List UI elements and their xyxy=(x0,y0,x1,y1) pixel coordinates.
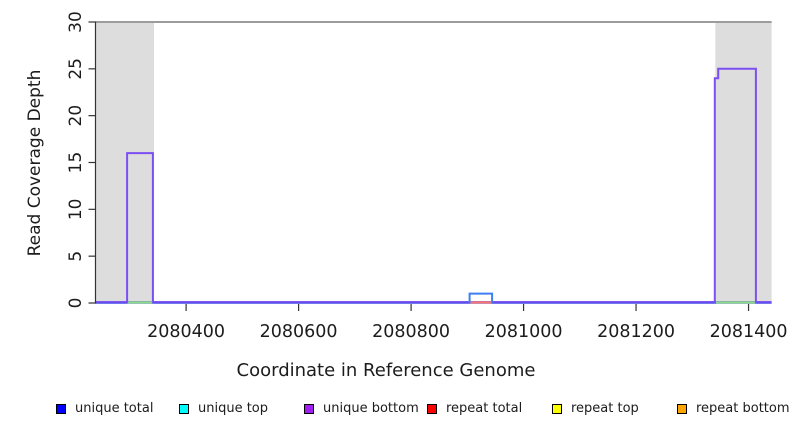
x-tick-label: 2081200 xyxy=(597,322,675,342)
y-tick-label: 0 xyxy=(66,298,86,309)
y-tick-label: 30 xyxy=(66,11,86,33)
legend-item-unique-top: unique top xyxy=(179,399,268,419)
y-tick-label: 15 xyxy=(66,152,86,174)
y-axis-title: Read Coverage Depth xyxy=(25,69,45,257)
x-tick-label: 2080400 xyxy=(147,322,225,342)
legend-label: unique bottom xyxy=(323,401,419,416)
legend-swatch-unique-total xyxy=(56,404,66,414)
x-tick-label: 2081400 xyxy=(710,322,788,342)
coverage-step-unique-bottom xyxy=(713,67,757,303)
x-tick-label: 2081000 xyxy=(485,322,563,342)
legend-label: unique top xyxy=(198,401,269,416)
legend-label: repeat top xyxy=(571,401,639,416)
legend-item-repeat-total: repeat total xyxy=(427,399,522,419)
legend-item-repeat-top: repeat top xyxy=(552,399,639,419)
y-tick-label: 10 xyxy=(66,199,86,221)
y-tick-label: 5 xyxy=(66,251,86,262)
x-tick-label: 2080600 xyxy=(260,322,338,342)
legend-item-repeat-bottom: repeat bottom xyxy=(677,399,790,419)
legend-label: unique total xyxy=(75,401,154,416)
coverage-step-unique-total xyxy=(468,292,494,303)
coverage-step-unique-bottom xyxy=(126,152,154,303)
legend-swatch-repeat-bottom xyxy=(677,404,687,414)
legend-item-unique-bottom: unique bottom xyxy=(304,399,419,419)
legend-label: repeat bottom xyxy=(696,401,790,416)
shaded-region xyxy=(95,22,155,303)
legend-label: repeat total xyxy=(446,401,523,416)
x-axis-title: Coordinate in Reference Genome xyxy=(236,360,536,381)
legend: unique total unique top unique bottom re… xyxy=(0,399,792,423)
y-tick-label: 25 xyxy=(66,58,86,80)
legend-swatch-unique-top xyxy=(179,404,189,414)
legend-item-unique-total: unique total xyxy=(56,399,153,419)
legend-swatch-unique-bottom xyxy=(304,404,314,414)
shaded-region xyxy=(715,22,772,303)
legend-swatch-repeat-total xyxy=(427,404,437,414)
x-tick-label: 2080800 xyxy=(372,322,450,342)
legend-swatch-repeat-top xyxy=(552,404,562,414)
y-tick-label: 20 xyxy=(66,105,86,127)
